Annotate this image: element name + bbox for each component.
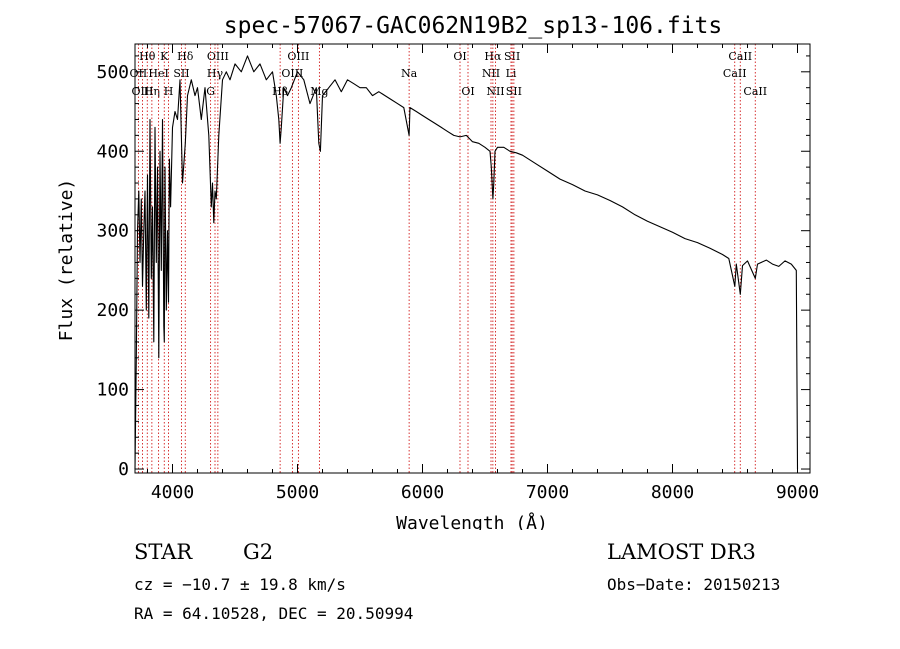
x-tick-label: 7000: [526, 482, 569, 503]
line-marker-label: Hθ: [139, 50, 156, 63]
line-marker-label: OIII: [287, 50, 309, 63]
y-axis: 0 100 200 300 400 500: [96, 55, 810, 480]
line-marker-label: Na: [401, 67, 418, 80]
spectrum-line: [134, 55, 799, 470]
line-marker-label: NII: [482, 67, 500, 80]
x-axis: 4000 5000 6000 7000 8000 9000: [147, 44, 819, 503]
coordinates: RA = 64.10528, DEC = 20.50994: [134, 604, 414, 623]
line-marker-label: Hη: [144, 85, 160, 98]
chart-title: spec-57067-GAC062N19B2_sp13-106.fits: [224, 13, 723, 39]
line-marker-label: Hα: [484, 50, 502, 63]
y-tick-label: 100: [96, 380, 129, 401]
line-marker-label: Hδ: [177, 50, 194, 63]
plot-area: [134, 55, 799, 470]
line-marker-label: Hγ: [207, 67, 224, 80]
y-tick-label: 200: [96, 300, 129, 321]
line-marker-label: OIII: [281, 67, 303, 80]
obs-date: Obs−Date: 20150213: [607, 575, 781, 594]
x-tick-label: 5000: [276, 482, 319, 503]
x-tick-label: 6000: [401, 482, 444, 503]
line-marker-label: G: [206, 85, 215, 98]
line-marker-label: CaII: [728, 50, 752, 63]
y-tick-label: 500: [96, 62, 129, 83]
line-marker-label: Mg: [310, 85, 328, 98]
line-marker-label: K: [160, 50, 169, 63]
subclass: G2: [243, 540, 274, 564]
line-marker-label: HeI: [148, 67, 168, 80]
line-marker-label: OI: [453, 50, 466, 63]
spectrum-chart: spec-57067-GAC062N19B2_sp13-106.fits Hθ O…: [56, 13, 819, 530]
plot-frame: [134, 43, 811, 474]
x-axis-label: Wavelength (Å): [396, 512, 548, 530]
y-tick-label: 400: [96, 141, 129, 162]
line-marker-label: NII: [486, 85, 504, 98]
y-axis-label: Flux (relative): [56, 179, 77, 342]
y-tick-label: 300: [96, 221, 129, 242]
y-tick-label: 0: [118, 459, 129, 480]
line-marker-label: CaII: [743, 85, 767, 98]
x-tick-label: 4000: [151, 482, 194, 503]
line-marker-label: SII: [173, 67, 189, 80]
x-tick-label: 9000: [776, 482, 819, 503]
object-class: STAR: [134, 540, 193, 564]
line-marker-label: H: [164, 85, 174, 98]
line-marker-label: CaII: [723, 67, 747, 80]
line-marker-label: OI: [461, 85, 474, 98]
line-marker-label: Li: [506, 67, 517, 80]
survey-name: LAMOST DR3: [607, 540, 756, 564]
redshift-text: cz = −10.7 ± 19.8 km/s: [134, 575, 346, 594]
line-marker-label: SII: [504, 50, 520, 63]
line-marker-label: OIII: [207, 50, 229, 63]
x-tick-label: 8000: [651, 482, 694, 503]
line-marker-label: OII: [130, 67, 148, 80]
line-marker-label: OIII: [131, 85, 153, 98]
line-marker-label: SII: [506, 85, 522, 98]
